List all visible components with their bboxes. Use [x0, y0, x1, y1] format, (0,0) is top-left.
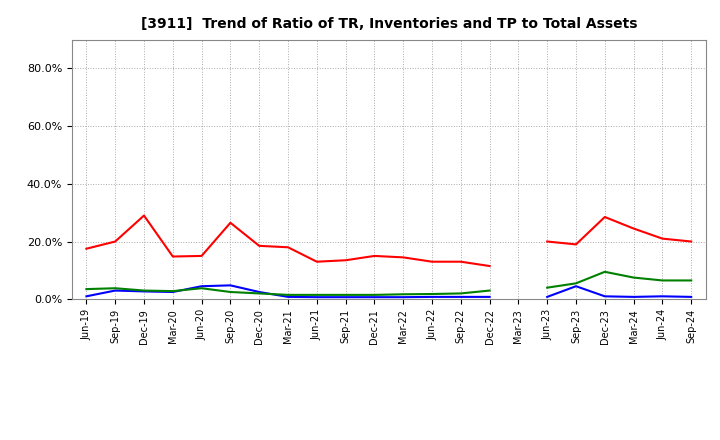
Inventories — [140, 289, 148, 294]
Trade Receivables — [428, 259, 436, 264]
Trade Payables — [370, 292, 379, 297]
Trade Payables — [629, 275, 638, 280]
Inventories — [456, 294, 465, 300]
Line: Trade Payables: Trade Payables — [86, 272, 691, 295]
Trade Payables — [658, 278, 667, 283]
Trade Receivables — [312, 259, 321, 264]
Trade Receivables — [456, 259, 465, 264]
Trade Receivables — [370, 253, 379, 259]
Inventories — [111, 288, 120, 293]
Trade Payables — [82, 286, 91, 292]
Inventories — [284, 294, 292, 300]
Trade Receivables — [572, 242, 580, 247]
Inventories — [370, 294, 379, 300]
Inventories — [687, 294, 696, 300]
Trade Payables — [197, 286, 206, 291]
Inventories — [168, 290, 177, 295]
Inventories — [255, 290, 264, 295]
Trade Receivables — [226, 220, 235, 225]
Trade Receivables — [629, 226, 638, 231]
Inventories — [197, 284, 206, 289]
Inventories — [226, 283, 235, 288]
Line: Trade Receivables: Trade Receivables — [86, 216, 691, 266]
Trade Payables — [543, 285, 552, 290]
Trade Payables — [600, 269, 609, 275]
Trade Payables — [255, 291, 264, 296]
Inventories — [600, 293, 609, 299]
Line: Inventories: Inventories — [86, 286, 691, 297]
Trade Receivables — [543, 239, 552, 244]
Trade Receivables — [168, 254, 177, 259]
Trade Receivables — [485, 264, 494, 269]
Trade Payables — [428, 291, 436, 297]
Inventories — [399, 294, 408, 300]
Trade Receivables — [111, 239, 120, 244]
Trade Receivables — [140, 213, 148, 218]
Trade Receivables — [687, 239, 696, 244]
Inventories — [629, 294, 638, 300]
Trade Payables — [111, 286, 120, 291]
Trade Payables — [226, 290, 235, 295]
Trade Receivables — [82, 246, 91, 251]
Trade Payables — [485, 288, 494, 293]
Trade Payables — [312, 292, 321, 297]
Trade Payables — [572, 281, 580, 286]
Inventories — [341, 294, 350, 300]
Inventories — [82, 293, 91, 299]
Trade Receivables — [255, 243, 264, 249]
Trade Receivables — [341, 258, 350, 263]
Trade Payables — [399, 292, 408, 297]
Inventories — [658, 293, 667, 299]
Trade Payables — [456, 291, 465, 296]
Inventories — [572, 284, 580, 289]
Inventories — [485, 294, 494, 300]
Inventories — [312, 294, 321, 300]
Trade Payables — [284, 292, 292, 297]
Trade Payables — [168, 289, 177, 294]
Trade Receivables — [399, 255, 408, 260]
Trade Receivables — [197, 253, 206, 259]
Inventories — [543, 294, 552, 300]
Trade Receivables — [284, 245, 292, 250]
Trade Payables — [140, 288, 148, 293]
Title: [3911]  Trend of Ratio of TR, Inventories and TP to Total Assets: [3911] Trend of Ratio of TR, Inventories… — [140, 18, 637, 32]
Inventories — [428, 294, 436, 300]
Trade Receivables — [600, 214, 609, 220]
Trade Payables — [341, 292, 350, 297]
Trade Receivables — [658, 236, 667, 241]
Trade Payables — [687, 278, 696, 283]
